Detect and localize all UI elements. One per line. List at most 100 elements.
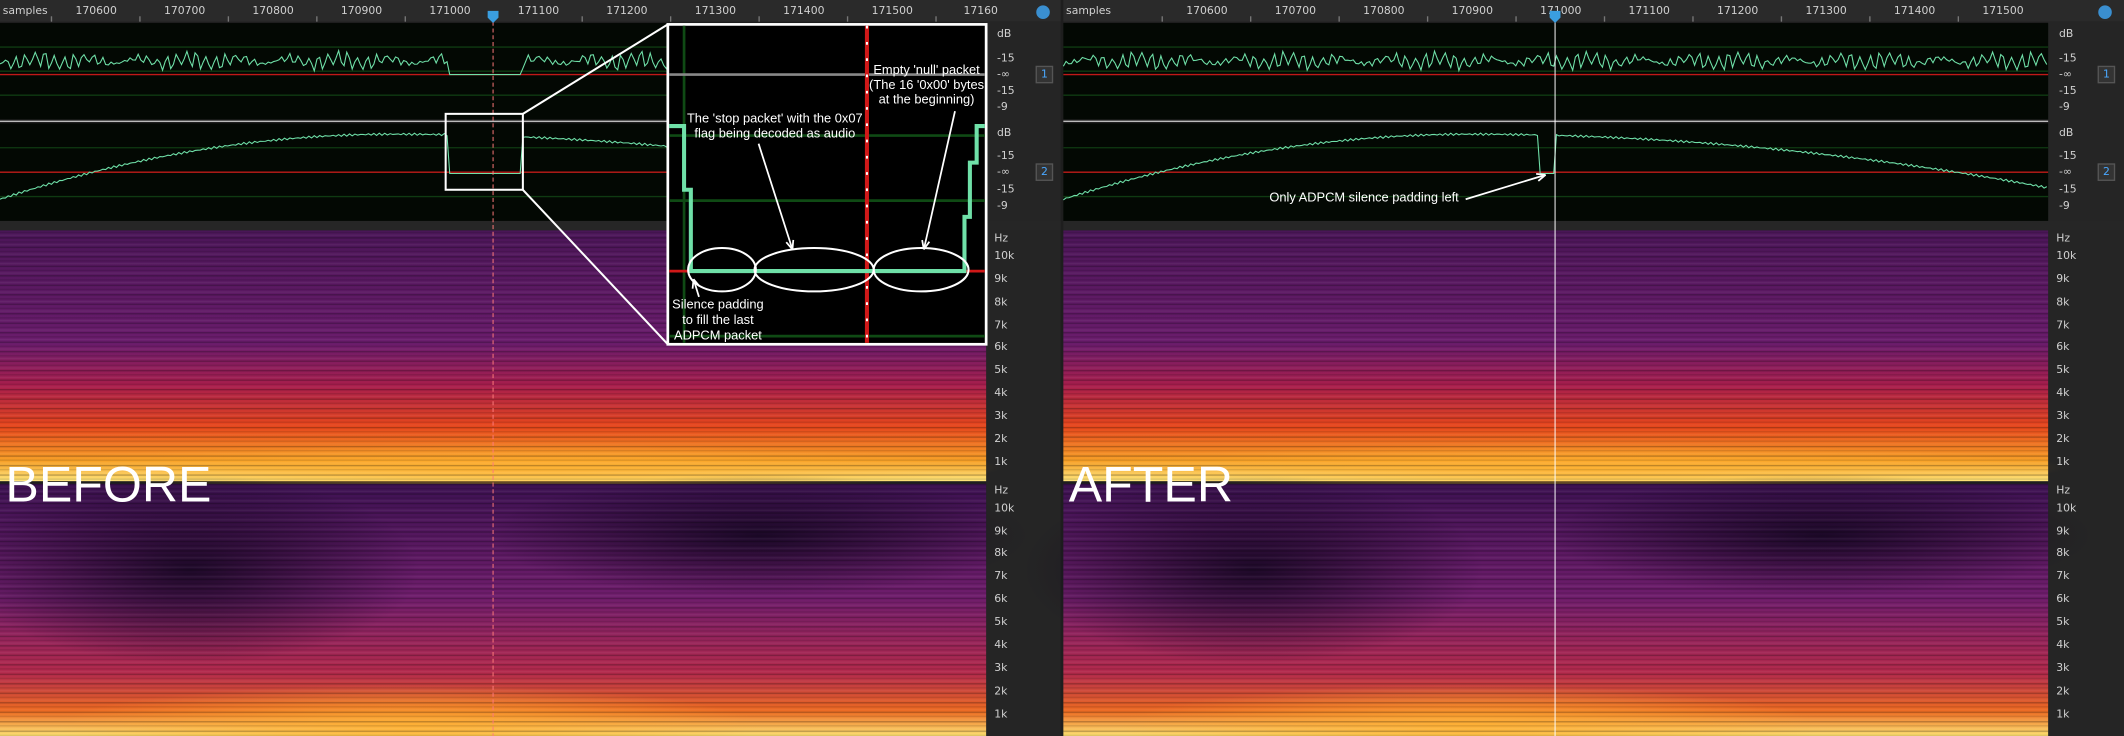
frequency-scale-label: Hz bbox=[994, 232, 1008, 245]
frequency-scale-label: 3k bbox=[2056, 661, 2070, 674]
track-scale-label: dB bbox=[997, 27, 1011, 40]
ruler-tick-label: 170900 bbox=[1452, 4, 1493, 17]
annotation-text: Empty 'null' packet bbox=[873, 62, 980, 77]
frequency-scale-label: 3k bbox=[2056, 409, 2070, 422]
editor-panel: samples 170600 170700 170800 170900 171000 171… bbox=[0, 0, 1061, 736]
track-scale-label: -∞ bbox=[997, 68, 1010, 81]
frequency-scale-label: 7k bbox=[2056, 569, 2070, 582]
ruler-unit: samples bbox=[3, 4, 48, 17]
arrow-head bbox=[921, 239, 931, 250]
ruler-tick-label: 171300 bbox=[695, 4, 736, 17]
ruler-tick-label: 170600 bbox=[76, 4, 117, 17]
frequency-scale-label: 8k bbox=[2056, 295, 2070, 308]
frequency-scale-label: 5k bbox=[994, 363, 1008, 376]
annotation-text: The 'stop packet' with the 0x07 bbox=[687, 111, 863, 126]
ruler-tick-label: 171200 bbox=[606, 4, 647, 17]
frequency-scale-label: 1k bbox=[2056, 707, 2070, 720]
frequency-scale-label: 10k bbox=[2056, 249, 2077, 262]
annotation-text: ADPCM packet bbox=[674, 328, 762, 343]
frequency-scale-label: 4k bbox=[2056, 386, 2070, 399]
frequency-scale-label: Hz bbox=[994, 484, 1008, 497]
track-number-box bbox=[2097, 163, 2116, 181]
track-scale-label: -15 bbox=[997, 51, 1015, 64]
frequency-scale-label: 9k bbox=[994, 272, 1008, 285]
track-scale-label: dB bbox=[997, 126, 1011, 139]
annotation-text: Only ADPCM silence padding left bbox=[1269, 189, 1459, 204]
track-scale-label: -15 bbox=[997, 149, 1015, 162]
annotation-text: Silence padding bbox=[672, 296, 764, 311]
frequency-scale-label: 8k bbox=[994, 295, 1008, 308]
frequency-scale-label: Hz bbox=[2056, 232, 2070, 245]
track-scale-label: -15 bbox=[997, 84, 1015, 97]
frequency-scale-label: 7k bbox=[2056, 318, 2070, 331]
ruler-tick-label: 171400 bbox=[783, 4, 824, 17]
ruler-tick-label: 171000 bbox=[1540, 4, 1581, 17]
ruler-tick-label: 171100 bbox=[518, 4, 559, 17]
track-scale-label: -15 bbox=[2059, 84, 2077, 97]
editor-panel: samples 170600 170700 170800 170900 171000 171… bbox=[1022, 0, 2124, 736]
track-scale-label: -9 bbox=[2059, 199, 2070, 212]
ruler-bar bbox=[0, 0, 1061, 22]
ruler-tick-label: 17160 bbox=[964, 4, 999, 17]
zoom-region bbox=[444, 112, 524, 191]
frequency-scale-label: 2k bbox=[994, 432, 1008, 445]
annotation-text: flag being decoded as audio bbox=[694, 126, 855, 141]
spectrogram-texture bbox=[1063, 230, 2049, 482]
highlight-ellipse bbox=[872, 247, 970, 293]
spectrogram-texture bbox=[0, 483, 987, 736]
settings-button bbox=[2098, 5, 2112, 19]
track-scale-label: -9 bbox=[2059, 100, 2070, 113]
ruler-unit: samples bbox=[1066, 4, 1111, 17]
ruler-tick-label: 171500 bbox=[872, 4, 913, 17]
arrow-head bbox=[785, 239, 795, 250]
track-scale-label: dB bbox=[2059, 126, 2073, 139]
annotation-text: to fill the last bbox=[682, 312, 754, 327]
track-number: 1 bbox=[2103, 68, 2110, 81]
frequency-scale-label: 1k bbox=[994, 707, 1008, 720]
frequency-scale-label: 9k bbox=[2056, 524, 2070, 537]
panel-label: AFTER bbox=[1069, 456, 1233, 512]
ruler-tick-label: 170800 bbox=[252, 4, 293, 17]
spectrogram-texture bbox=[1063, 483, 2049, 736]
arrow-head bbox=[1536, 172, 1547, 182]
track-scale-label: -∞ bbox=[997, 165, 1010, 178]
track-scale-label: -15 bbox=[2059, 149, 2077, 162]
annotation-arrow bbox=[922, 110, 956, 250]
ruler-tick-label: 171500 bbox=[1982, 4, 2023, 17]
cursor-marker bbox=[487, 10, 499, 24]
frequency-scale-label: 7k bbox=[994, 569, 1008, 582]
scale-sidebar bbox=[2048, 21, 2124, 736]
track-scale-label: -15 bbox=[997, 183, 1015, 196]
scroll-strip bbox=[0, 220, 1061, 231]
track-scale-label: -∞ bbox=[2059, 165, 2072, 178]
frequency-scale-label: 9k bbox=[994, 524, 1008, 537]
frequency-scale-label: 1k bbox=[994, 455, 1008, 468]
frequency-scale-label: 6k bbox=[994, 340, 1008, 353]
highlight-ellipse bbox=[687, 247, 757, 293]
track-number-box bbox=[1035, 163, 1054, 181]
annotation-arrow bbox=[757, 143, 794, 250]
arrow-head bbox=[691, 278, 701, 289]
scroll-strip bbox=[1063, 220, 2124, 231]
frequency-scale-label: 2k bbox=[994, 684, 1008, 697]
ruler-tick-label: 170700 bbox=[1275, 4, 1316, 17]
ruler-tick-label: 171200 bbox=[1717, 4, 1758, 17]
ruler-tick-label: 171100 bbox=[1629, 4, 1670, 17]
panel-label: BEFORE bbox=[5, 456, 211, 512]
scale-sidebar bbox=[986, 21, 1061, 736]
track-scale-label: -9 bbox=[997, 100, 1008, 113]
frequency-scale-label: 5k bbox=[2056, 615, 2070, 628]
track-scale-label: -15 bbox=[2059, 51, 2077, 64]
annotation-text: (The 16 '0x00' bytes bbox=[869, 77, 984, 92]
ruler-bar bbox=[1063, 0, 2124, 22]
frequency-scale-label: 10k bbox=[2056, 501, 2077, 514]
ruler-tick-label: 170800 bbox=[1363, 4, 1404, 17]
ruler-tick-label: 171000 bbox=[429, 4, 470, 17]
frequency-scale-label: 6k bbox=[994, 592, 1008, 605]
track-scale-label: -∞ bbox=[2059, 68, 2072, 81]
track-scale-label: dB bbox=[2059, 27, 2073, 40]
frequency-scale-label: 10k bbox=[994, 249, 1015, 262]
ruler-tick-label: 171400 bbox=[1894, 4, 1935, 17]
